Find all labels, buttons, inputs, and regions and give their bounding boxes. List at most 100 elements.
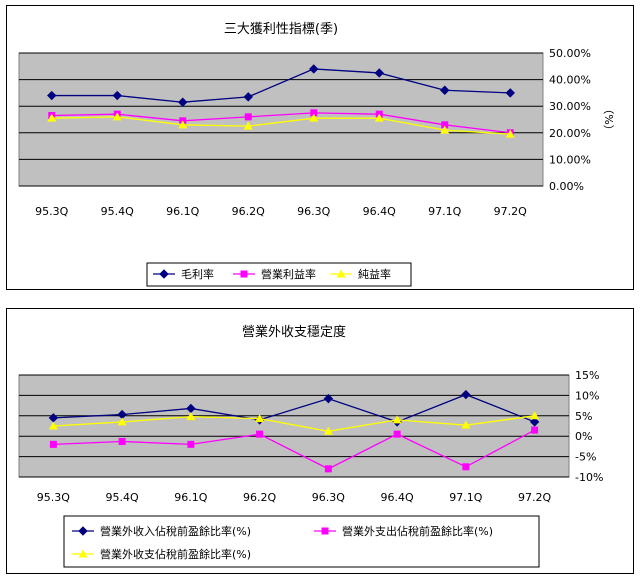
series-3 bbox=[47, 112, 515, 138]
data-point bbox=[309, 64, 319, 74]
data-point bbox=[505, 88, 515, 98]
y-tick-label: 5% bbox=[575, 410, 592, 423]
legend-marker bbox=[321, 527, 329, 535]
data-point bbox=[323, 393, 334, 404]
data-point bbox=[186, 412, 196, 421]
y-tick-label: 20.00% bbox=[549, 127, 591, 140]
x-tick-label: 96.2Q bbox=[232, 205, 265, 218]
x-tick-label: 96.2Q bbox=[243, 491, 276, 504]
x-tick-label: 95.4Q bbox=[101, 205, 134, 218]
x-tick-label: 96.1Q bbox=[174, 491, 207, 504]
legend-label: 營業外收支佔稅前盈餘比率(%) bbox=[100, 547, 251, 561]
y-tick-label: -10% bbox=[575, 471, 603, 484]
x-tick-label: 97.1Q bbox=[449, 491, 482, 504]
data-point bbox=[462, 463, 470, 471]
data-point bbox=[117, 417, 127, 426]
data-point bbox=[256, 430, 264, 438]
data-point bbox=[187, 440, 195, 448]
data-point bbox=[47, 90, 57, 101]
legend-marker bbox=[78, 549, 88, 558]
non-operating-chart: 營業外收支穩定度 -10% -5% 0% 5% 10% 15% 95.3Q 95.4Q 96.1Q… bbox=[18, 324, 603, 568]
legend-item: 營業外收支佔稅前盈餘比率(%) bbox=[72, 547, 251, 561]
data-point bbox=[118, 438, 126, 446]
legend-marker bbox=[240, 270, 248, 278]
data-point bbox=[441, 121, 449, 129]
profitability-chart: 三大獲利性指標(季) 0.00% 10.00% 20.00% 30.00% 40.00% 5… bbox=[18, 22, 615, 287]
y-tick-label: 10.00% bbox=[549, 153, 591, 166]
data-point bbox=[244, 113, 252, 121]
y-axis-label: （%） bbox=[602, 103, 615, 135]
y-tick-label: 10% bbox=[575, 389, 599, 402]
data-point bbox=[374, 113, 384, 122]
data-point bbox=[112, 112, 122, 121]
data-point bbox=[243, 92, 253, 102]
data-point bbox=[255, 414, 265, 423]
x-tick-label: 95.3Q bbox=[37, 491, 70, 504]
series-1 bbox=[48, 389, 540, 427]
legend-label: 毛利率 bbox=[181, 267, 214, 281]
series-line bbox=[53, 393, 535, 423]
x-tick-label: 95.3Q bbox=[35, 205, 68, 218]
chart-panel-non-operating: 營業外收支穩定度 -10% -5% 0% 5% 10% 15% 95.3Q 95.4Q 96.1Q… bbox=[6, 308, 634, 574]
series-line bbox=[51, 116, 511, 135]
x-tick-label: 96.1Q bbox=[166, 205, 199, 218]
legend-item: 純益率 bbox=[330, 267, 391, 281]
data-point bbox=[461, 420, 471, 429]
data-point bbox=[310, 109, 318, 117]
chart-title: 三大獲利性指標(季) bbox=[224, 22, 338, 37]
legend-box bbox=[146, 262, 412, 287]
plot-area bbox=[18, 52, 544, 187]
y-tick-label: 50.00% bbox=[549, 47, 591, 60]
series-line bbox=[51, 112, 511, 134]
legend-label: 純益率 bbox=[358, 267, 391, 281]
legend-box bbox=[63, 515, 540, 568]
legend-marker bbox=[336, 269, 346, 278]
legend-item: 營業外支出佔稅前盈餘比率(%) bbox=[314, 524, 493, 538]
x-tick-label: 97.1Q bbox=[428, 205, 461, 218]
data-point bbox=[374, 68, 384, 78]
data-point bbox=[392, 415, 402, 424]
data-point bbox=[47, 113, 57, 122]
y-tick-label: 40.00% bbox=[549, 74, 591, 87]
y-tick-label: 15% bbox=[575, 369, 599, 382]
y-tick-label: 30.00% bbox=[549, 100, 591, 113]
data-point bbox=[393, 430, 401, 438]
chart-panel-profitability: 三大獲利性指標(季) 0.00% 10.00% 20.00% 30.00% 40.00% 5… bbox=[6, 5, 634, 290]
data-point bbox=[461, 389, 471, 400]
legend-item: 營業利益率 bbox=[233, 267, 316, 281]
series-2 bbox=[49, 426, 539, 473]
data-point bbox=[440, 85, 450, 95]
data-point bbox=[323, 426, 333, 435]
x-tick-label: 96.4Q bbox=[381, 491, 414, 504]
legend-label: 營業外支出佔稅前盈餘比率(%) bbox=[342, 524, 493, 538]
legend-label: 營業利益率 bbox=[261, 267, 316, 281]
data-point bbox=[112, 90, 122, 101]
data-point bbox=[440, 125, 450, 134]
legend-item: 營業外收入佔稅前盈餘比率(%) bbox=[72, 524, 251, 538]
x-tick-label: 95.4Q bbox=[106, 491, 139, 504]
data-point bbox=[243, 121, 253, 130]
data-point bbox=[309, 113, 319, 122]
data-point bbox=[531, 426, 539, 434]
series-line bbox=[53, 415, 535, 432]
x-tick-label: 96.3Q bbox=[312, 491, 345, 504]
legend-item: 毛利率 bbox=[153, 267, 214, 281]
y-tick-label: 0% bbox=[575, 430, 592, 443]
x-tick-label: 97.2Q bbox=[494, 205, 527, 218]
data-point bbox=[529, 417, 540, 427]
data-point bbox=[324, 465, 332, 473]
data-point bbox=[530, 411, 540, 420]
data-point bbox=[178, 120, 188, 129]
series-line bbox=[53, 429, 535, 470]
legend-marker bbox=[78, 526, 88, 536]
x-tick-label: 96.4Q bbox=[363, 205, 396, 218]
chart-title: 營業外收支穩定度 bbox=[242, 324, 346, 340]
legend-label: 營業外收入佔稅前盈餘比率(%) bbox=[100, 524, 251, 538]
y-tick-label: -5% bbox=[575, 451, 596, 464]
legend-marker bbox=[159, 269, 169, 279]
x-tick-label: 97.2Q bbox=[518, 491, 551, 504]
data-point bbox=[49, 440, 57, 448]
x-tick-label: 96.3Q bbox=[297, 205, 330, 218]
data-point bbox=[505, 129, 515, 138]
